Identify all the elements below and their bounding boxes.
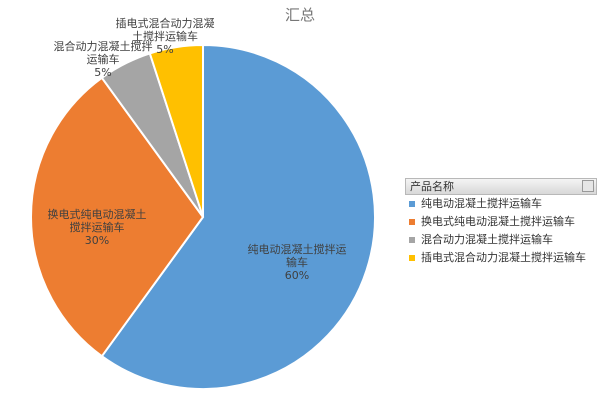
data-label-name: 换电式纯电动混凝土搅拌运输车: [47, 208, 147, 234]
legend-swatch: [409, 219, 415, 225]
data-label-value: 30%: [84, 234, 110, 247]
legend: 产品名称 纯电动混凝土搅拌运输车换电式纯电动混凝土搅拌运输车 混合动力混凝土搅拌运…: [405, 178, 597, 267]
legend-items: 纯电动混凝土搅拌运输车换电式纯电动混凝土搅拌运输车 混合动力混凝土搅拌运输车插电式…: [405, 195, 597, 267]
legend-swatch: [409, 201, 415, 207]
pie-slice: [148, 43, 204, 218]
legend-header: 产品名称: [405, 178, 597, 195]
legend-item: 混合动力混凝土搅拌运输车: [409, 231, 597, 249]
legend-swatch: [409, 255, 415, 261]
data-label-value: 60%: [284, 269, 310, 282]
legend-label: 纯电动混凝土搅拌运输车: [421, 197, 542, 210]
legend-item: 插电式混合动力混凝土搅拌运输车: [409, 249, 597, 267]
data-label: 纯电动混凝土搅拌运输车 60%: [246, 243, 348, 282]
data-label-value: 5%: [156, 43, 174, 56]
legend-label: 混合动力混凝土搅拌运输车: [421, 233, 553, 246]
data-label-value: 5%: [94, 66, 112, 79]
chart-title: 汇总: [284, 6, 315, 24]
legend-item: 换电式纯电动混凝土搅拌运输车: [409, 213, 597, 231]
legend-label: 换电式纯电动混凝土搅拌运输车: [421, 215, 575, 228]
pie-slice: [30, 76, 205, 358]
pie-slice: [100, 43, 376, 390]
data-label-name: 插电式混合动力混凝土搅拌运输车: [115, 17, 215, 43]
data-label-name: 混合动力混凝土搅拌运输车: [53, 40, 153, 66]
legend-title: 产品名称: [410, 180, 454, 193]
legend-swatch: [409, 237, 415, 243]
data-label: 混合动力混凝土搅拌运输车 5%: [52, 40, 154, 79]
filter-button[interactable]: [582, 180, 594, 192]
legend-label: 插电式混合动力混凝土搅拌运输车: [421, 251, 586, 264]
data-label: 插电式混合动力混凝土搅拌运输车 5%: [114, 17, 216, 56]
data-label-name: 纯电动混凝土搅拌运输车: [247, 243, 347, 269]
legend-item: 纯电动混凝土搅拌运输车: [409, 195, 597, 213]
data-label: 换电式纯电动混凝土搅拌运输车 30%: [46, 208, 148, 247]
